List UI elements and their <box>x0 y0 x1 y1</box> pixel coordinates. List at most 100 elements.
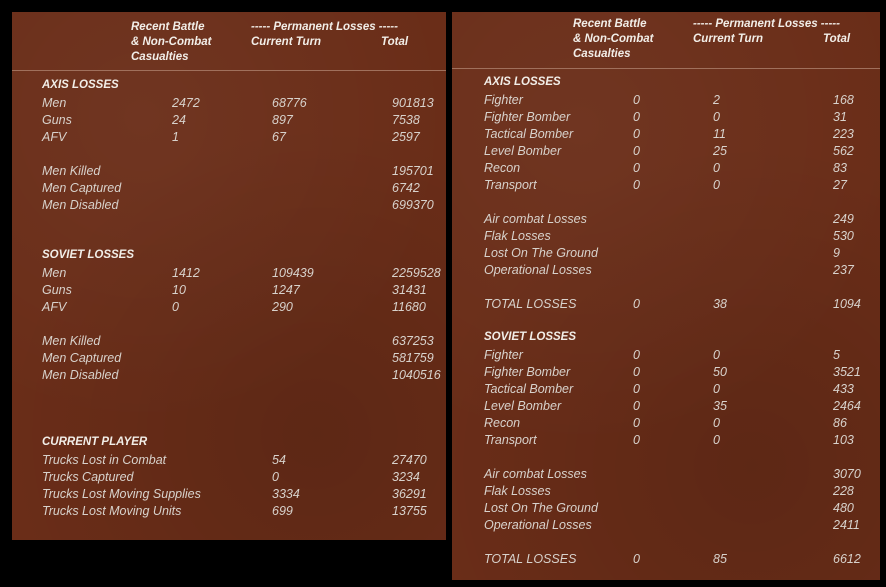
section-title: AXIS LOSSES <box>42 79 119 91</box>
row-label: Men Disabled <box>42 198 119 212</box>
row-label: Men <box>42 96 67 110</box>
column-header: Total <box>823 33 851 45</box>
row-label: Lost On The Ground <box>484 246 598 260</box>
cell-turn: 25 <box>713 144 727 158</box>
cell-total: 249 <box>833 212 854 226</box>
cell-total: 103 <box>833 433 854 447</box>
row-label: Lost On The Ground <box>484 501 598 515</box>
row-label: Operational Losses <box>484 518 592 532</box>
row-label: Fighter <box>484 93 523 107</box>
column-header: Current Turn <box>251 36 322 48</box>
cell-turn: 54 <box>272 453 286 467</box>
cell-turn: 85 <box>713 552 727 566</box>
row-label: Trucks Lost Moving Supplies <box>42 487 201 501</box>
cell-turn: 2 <box>713 93 720 107</box>
row-label: Men Captured <box>42 351 122 365</box>
cell-turn: 0 <box>713 433 720 447</box>
row-label: Air combat Losses <box>484 212 587 226</box>
cell-total: 11680 <box>392 300 426 314</box>
cell-turn: 109439 <box>272 266 314 280</box>
cell-turn: 0 <box>713 348 720 362</box>
row-label: Flak Losses <box>484 229 551 243</box>
cell-battle: 0 <box>633 178 640 192</box>
cell-battle: 0 <box>633 127 640 141</box>
row-label: Men Disabled <box>42 368 119 382</box>
cell-total: 581759 <box>392 351 434 365</box>
column-header: & Non-Combat <box>131 36 212 48</box>
cell-total: 7538 <box>392 113 420 127</box>
row-label: TOTAL LOSSES <box>484 297 577 311</box>
row-label: Men Killed <box>42 334 101 348</box>
row-label: Level Bomber <box>484 399 562 413</box>
cell-turn: 0 <box>713 161 720 175</box>
row-label: Tactical Bomber <box>484 127 574 141</box>
cell-turn: 0 <box>713 382 720 396</box>
cell-total: 1094 <box>833 297 861 311</box>
column-header: ----- Permanent Losses ----- <box>693 18 840 30</box>
row-label: Men <box>42 266 67 280</box>
row-label: AFV <box>42 130 67 144</box>
cell-battle: 1 <box>172 130 179 144</box>
cell-turn: 290 <box>272 300 293 314</box>
cell-total: 36291 <box>392 487 427 501</box>
cell-total: 2597 <box>392 130 420 144</box>
cell-total: 5 <box>833 348 840 362</box>
cell-battle: 0 <box>633 161 640 175</box>
cell-total: 195701 <box>392 164 434 178</box>
cell-total: 637253 <box>392 334 434 348</box>
cell-total: 6742 <box>392 181 420 195</box>
row-label: TOTAL LOSSES <box>484 552 577 566</box>
column-header: Total <box>381 36 409 48</box>
cell-battle: 10 <box>172 283 186 297</box>
cell-turn: 3334 <box>272 487 300 501</box>
cell-total: 31 <box>833 110 847 124</box>
row-label: Air combat Losses <box>484 467 587 481</box>
cell-total: 3234 <box>392 470 420 484</box>
cell-total: 168 <box>833 93 854 107</box>
cell-turn: 0 <box>713 110 720 124</box>
row-label: AFV <box>42 300 67 314</box>
column-header: Recent Battle <box>131 21 205 33</box>
cell-total: 1040516 <box>392 368 441 382</box>
row-label: Recon <box>484 416 521 430</box>
cell-total: 13755 <box>392 504 427 518</box>
section-title: CURRENT PLAYER <box>42 436 148 448</box>
cell-battle: 2472 <box>172 96 200 110</box>
column-header: Casualties <box>573 48 631 60</box>
cell-battle: 0 <box>172 300 179 314</box>
cell-total: 83 <box>833 161 847 175</box>
cell-total: 2411 <box>833 518 860 532</box>
column-header: Current Turn <box>693 33 764 45</box>
cell-total: 27 <box>833 178 847 192</box>
cell-total: 480 <box>833 501 854 515</box>
row-label: Transport <box>484 433 537 447</box>
cell-battle: 0 <box>633 382 640 396</box>
cell-battle: 0 <box>633 348 640 362</box>
header-separator <box>12 70 446 71</box>
cell-battle: 0 <box>633 365 640 379</box>
cell-turn: 11 <box>713 127 726 141</box>
cell-turn: 897 <box>272 113 293 127</box>
cell-turn: 38 <box>713 297 727 311</box>
air-losses-panel <box>452 12 880 580</box>
column-header: Casualties <box>131 51 189 63</box>
cell-battle: 0 <box>633 552 640 566</box>
cell-total: 2259528 <box>392 266 441 280</box>
row-label: Trucks Lost in Combat <box>42 453 167 467</box>
cell-turn: 0 <box>272 470 279 484</box>
row-label: Recon <box>484 161 521 175</box>
cell-turn: 699 <box>272 504 293 518</box>
cell-turn: 50 <box>713 365 727 379</box>
row-label: Tactical Bomber <box>484 382 574 396</box>
column-header: & Non-Combat <box>573 33 654 45</box>
header-separator <box>452 68 880 69</box>
column-header: ----- Permanent Losses ----- <box>251 21 398 33</box>
row-label: Operational Losses <box>484 263 592 277</box>
section-title: AXIS LOSSES <box>484 76 561 88</box>
cell-battle: 0 <box>633 93 640 107</box>
cell-total: 3521 <box>833 365 861 379</box>
cell-turn: 68776 <box>272 96 307 110</box>
cell-turn: 0 <box>713 178 720 192</box>
cell-battle: 0 <box>633 416 640 430</box>
